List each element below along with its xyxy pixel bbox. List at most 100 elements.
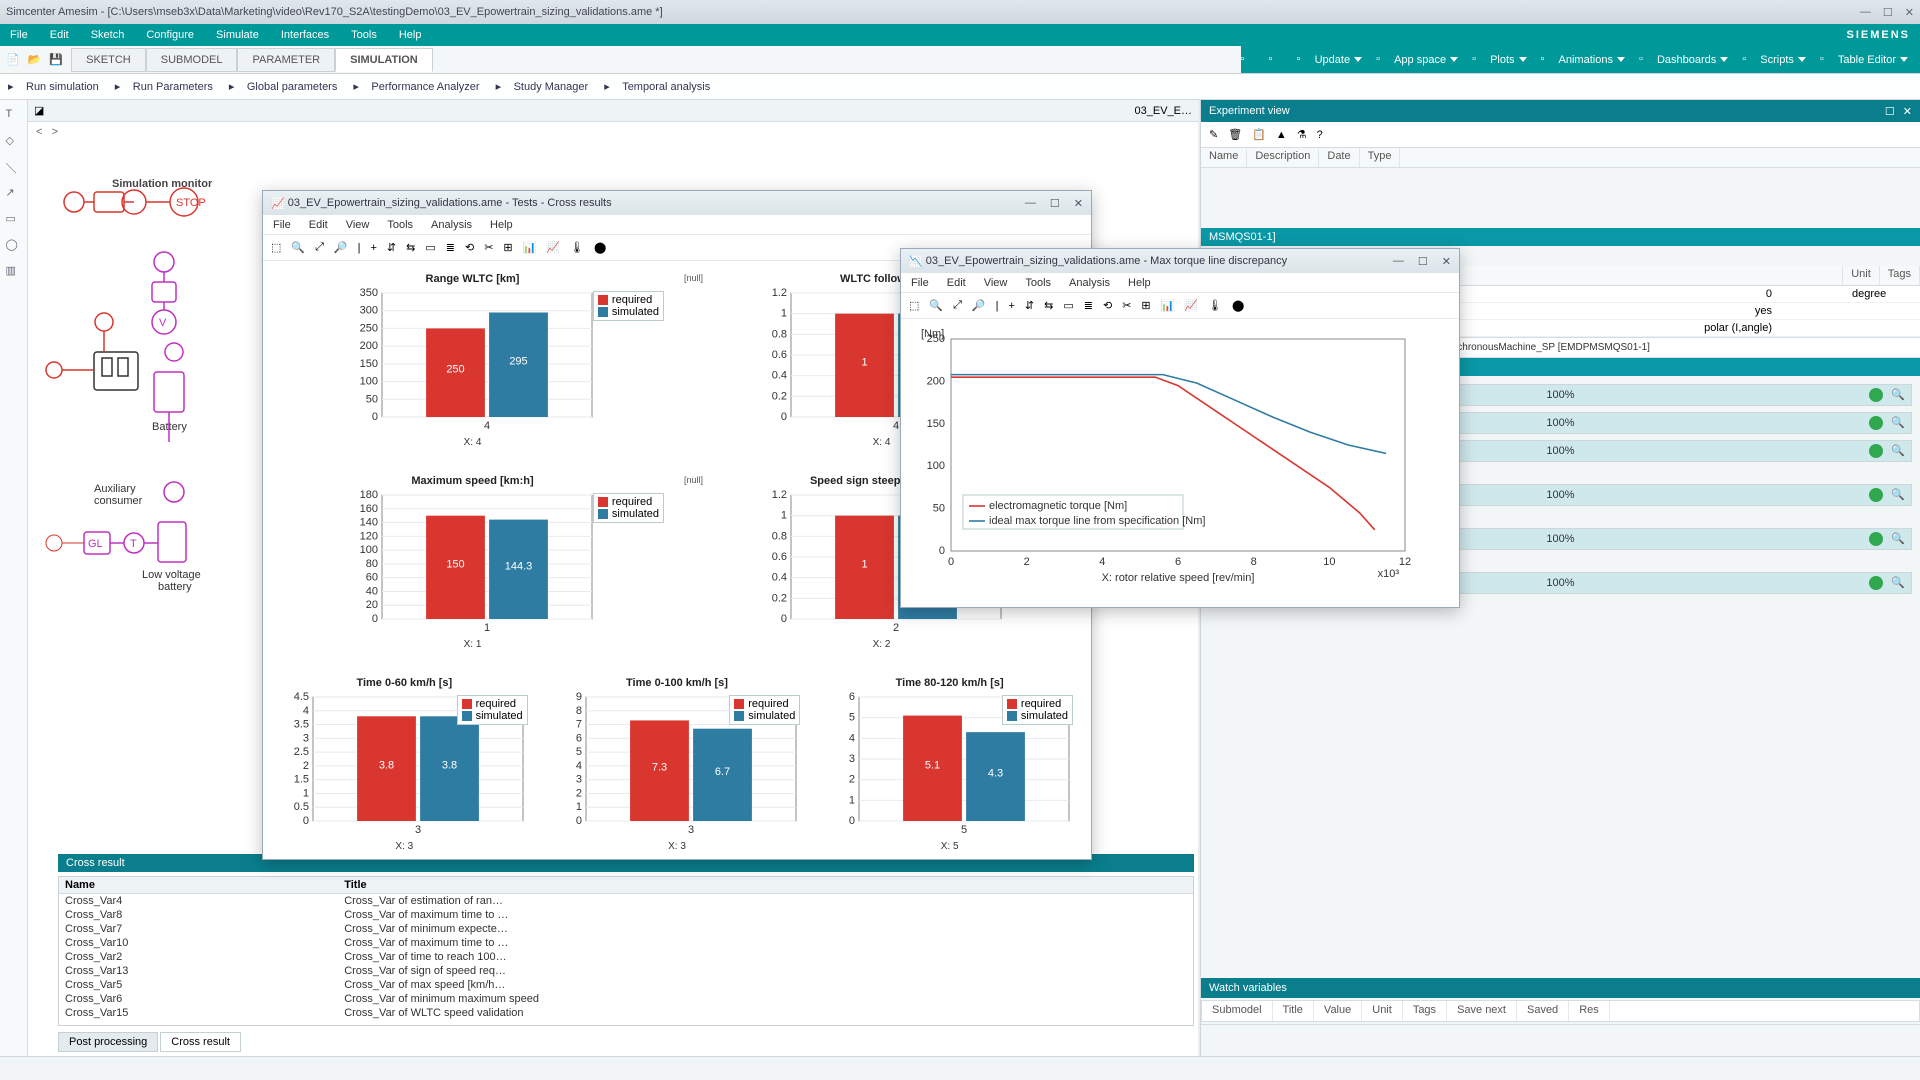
menu-view[interactable]: View — [984, 277, 1008, 289]
plot-tool-icon[interactable]: ⇆ — [406, 241, 415, 254]
plot-tool-icon[interactable]: ▭ — [1063, 299, 1073, 312]
table-row[interactable]: Cross_Var5Cross_Var of max speed [km/h… — [59, 978, 1193, 992]
plot-tool-icon[interactable]: ▭ — [425, 241, 435, 254]
plot-tool-icon[interactable]: + — [370, 242, 376, 254]
menu-tools[interactable]: Tools — [1025, 277, 1051, 289]
table-row[interactable]: Cross_Var6Cross_Var of minimum maximum s… — [59, 992, 1193, 1006]
menu-interfaces[interactable]: Interfaces — [281, 29, 329, 41]
win-close-icon[interactable]: ✕ — [1074, 197, 1083, 210]
exp-tool-icon[interactable]: 🗑 — [1228, 128, 1242, 141]
exp-tool-icon[interactable]: ▲ — [1276, 129, 1287, 141]
table-row[interactable]: Cross_Var13Cross_Var of sign of speed re… — [59, 964, 1193, 978]
bottom-tab-cross-result[interactable]: Cross result — [160, 1032, 241, 1052]
App space-button[interactable]: ▫App space — [1376, 53, 1458, 67]
Table Editor-button[interactable]: ▫Table Editor — [1820, 53, 1908, 67]
menu-analysis[interactable]: Analysis — [431, 219, 472, 231]
watch-col-value[interactable]: Value — [1314, 1001, 1362, 1021]
run-detail-icon[interactable]: 🔍 — [1891, 416, 1905, 430]
ellipse-tool-icon[interactable]: ◯ — [6, 238, 22, 254]
bottom-tab-post-processing[interactable]: Post processing — [58, 1032, 158, 1052]
menu-tools[interactable]: Tools — [387, 219, 413, 231]
sketch-tab-label[interactable]: 03_EV_E… — [1135, 105, 1192, 117]
run-simulation-button[interactable]: ▸Run simulation — [8, 80, 99, 94]
close-icon[interactable]: ✕ — [1905, 6, 1914, 19]
watch-col-unit[interactable]: Unit — [1362, 1001, 1403, 1021]
watch-hscroll[interactable] — [1201, 1024, 1920, 1042]
run-detail-icon[interactable]: 🔍 — [1891, 444, 1905, 458]
global-parameters-button[interactable]: ▸Global parameters — [229, 80, 338, 94]
menu-tools[interactable]: Tools — [351, 29, 377, 41]
plot-tool-icon[interactable]: ⬚ — [909, 299, 919, 312]
watch-col-res[interactable]: Res — [1569, 1001, 1610, 1021]
plot-tool-icon[interactable]: ✂ — [1122, 299, 1131, 312]
rect-tool-icon[interactable]: ▭ — [6, 212, 22, 228]
plot-tool-icon[interactable]: ✂ — [484, 241, 493, 254]
run-detail-icon[interactable]: 🔍 — [1891, 576, 1905, 590]
pane-close-icon[interactable]: ✕ — [1903, 105, 1912, 118]
run-detail-icon[interactable]: 🔍 — [1891, 488, 1905, 502]
plot-tool-icon[interactable]: ⇵ — [1025, 299, 1034, 312]
mode-tab-submodel[interactable]: SUBMODEL — [146, 48, 238, 72]
Plots-button[interactable]: ▫Plots — [1472, 53, 1526, 67]
open-icon[interactable]: 📂 — [28, 53, 42, 66]
table-row[interactable]: Cross_Var7Cross_Var of minimum expecte… — [59, 922, 1193, 936]
col-title[interactable]: Title — [338, 877, 1104, 894]
menu-edit[interactable]: Edit — [50, 29, 69, 41]
table-row[interactable]: Cross_Var8Cross_Var of maximum time to … — [59, 908, 1193, 922]
plot-tool-icon[interactable]: ≣ — [446, 241, 455, 254]
plot-tool-icon[interactable]: ⤢ — [315, 241, 324, 254]
menu-configure[interactable]: Configure — [146, 29, 194, 41]
watch-col-title[interactable]: Title — [1273, 1001, 1314, 1021]
run-detail-icon[interactable]: 🔍 — [1891, 532, 1905, 546]
plot-tool-icon[interactable]: ⟲ — [465, 241, 474, 254]
exp-tool-icon[interactable]: ✎ — [1209, 128, 1218, 141]
watch-col-save next[interactable]: Save next — [1447, 1001, 1517, 1021]
plot-tool-icon[interactable]: 🔎 — [334, 241, 348, 254]
menu-file[interactable]: File — [273, 219, 291, 231]
more-tool-icon[interactable]: ▥ — [6, 264, 22, 280]
line-tool-icon[interactable]: ＼ — [6, 160, 22, 176]
plot-tool-icon[interactable]: | — [358, 242, 361, 254]
grid-col-unit[interactable]: Unit — [1843, 266, 1880, 285]
menu-file[interactable]: File — [10, 29, 28, 41]
exp-tool-icon[interactable]: 📋 — [1252, 128, 1266, 141]
mode-tab-simulation[interactable]: SIMULATION — [335, 48, 433, 72]
component-row[interactable]: MSMQS01-1] — [1201, 228, 1920, 246]
win-close-icon[interactable]: ✕ — [1442, 255, 1451, 268]
plot-tool-icon[interactable]: 📈 — [1184, 299, 1198, 312]
table-row[interactable]: Cross_Var15Cross_Var of WLTC speed valid… — [59, 1006, 1193, 1020]
performance-analyzer-button[interactable]: ▸Performance Analyzer — [353, 80, 479, 94]
exp-col-type[interactable]: Type — [1360, 148, 1401, 167]
plot-tool-icon[interactable]: 🌡 — [570, 241, 584, 254]
plot-tool-icon[interactable]: ≣ — [1084, 299, 1093, 312]
win-min-icon[interactable]: — — [1393, 255, 1404, 268]
plot-tool-icon[interactable]: 🔍 — [929, 299, 943, 312]
torque-line-window[interactable]: 📉 03_EV_Epowertrain_sizing_validations.a… — [900, 248, 1460, 608]
table-row[interactable]: Cross_Var4Cross_Var of estimation of ran… — [59, 894, 1193, 909]
plot-tool-icon[interactable]: ⤢ — [953, 299, 962, 312]
win-max-icon[interactable]: ☐ — [1050, 197, 1060, 210]
exp-tool-icon[interactable]: ⚗ — [1297, 128, 1307, 141]
mode-tab-sketch[interactable]: SKETCH — [71, 48, 146, 72]
Animations-button[interactable]: ▫Animations — [1541, 53, 1625, 67]
menu-file[interactable]: File — [911, 277, 929, 289]
run-detail-icon[interactable]: 🔍 — [1891, 388, 1905, 402]
plot-tool-icon[interactable]: ⇵ — [387, 241, 396, 254]
menu-help[interactable]: Help — [399, 29, 422, 41]
plot-tool-icon[interactable]: 📊 — [1161, 299, 1175, 312]
plot-tool-icon[interactable]: 🔎 — [972, 299, 986, 312]
plot-tool-icon[interactable]: ⬚ — [271, 241, 281, 254]
pane-max-icon[interactable]: ☐ — [1885, 105, 1895, 118]
maximize-icon[interactable]: ☐ — [1883, 6, 1893, 19]
study-manager-button[interactable]: ▸Study Manager — [496, 80, 589, 94]
run-parameters-button[interactable]: ▸Run Parameters — [115, 80, 213, 94]
undo-button[interactable]: ▫ — [1241, 53, 1255, 67]
menu-simulate[interactable]: Simulate — [216, 29, 259, 41]
plot-tool-icon[interactable]: 🔍 — [291, 241, 305, 254]
col-name[interactable]: Name — [59, 877, 338, 894]
redo-button[interactable]: ▫ — [1269, 53, 1283, 67]
cross-result-table[interactable]: Name Title Cross_Var4Cross_Var of estima… — [58, 876, 1194, 1026]
minimize-icon[interactable]: — — [1860, 6, 1871, 19]
grid-col-tags[interactable]: Tags — [1880, 266, 1920, 285]
new-icon[interactable]: 📄 — [6, 53, 20, 66]
